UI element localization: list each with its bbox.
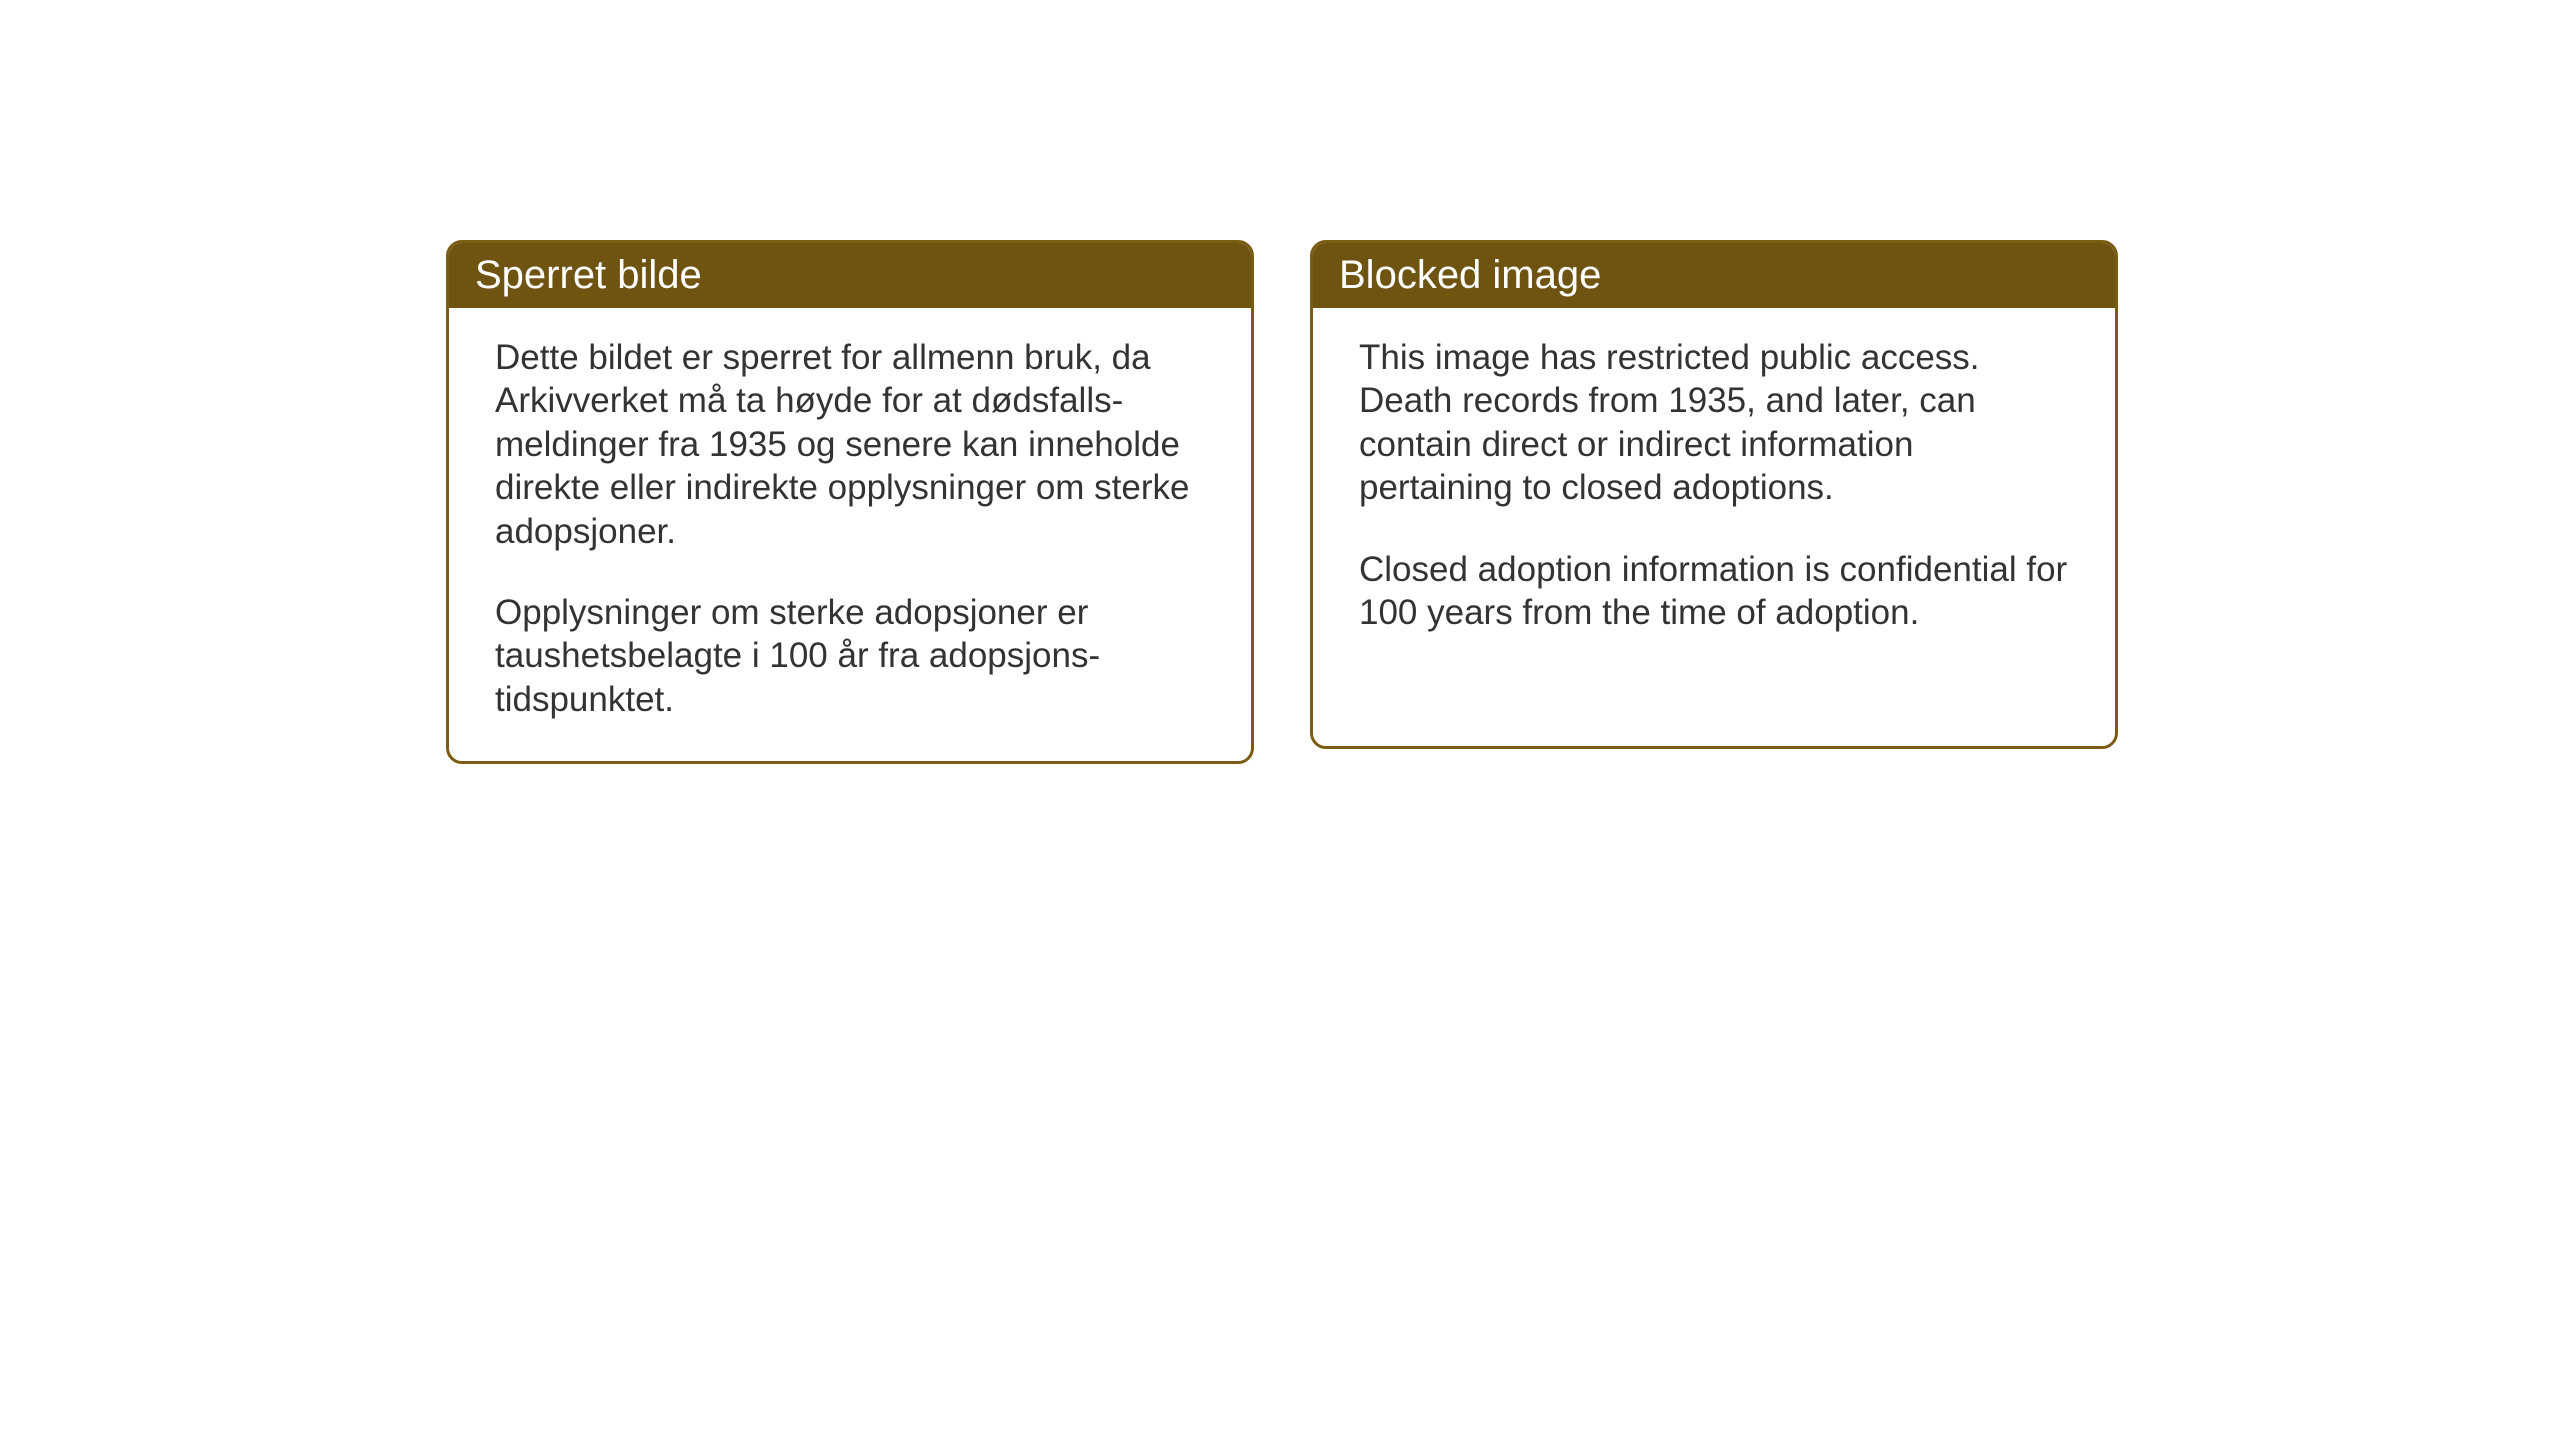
card-paragraph: Closed adoption information is confident… [1359,548,2069,635]
notice-container: Sperret bilde Dette bildet er sperret fo… [446,240,2118,764]
card-paragraph: This image has restricted public access.… [1359,336,2069,510]
card-body-norwegian: Dette bildet er sperret for allmenn bruk… [449,308,1251,761]
card-paragraph: Dette bildet er sperret for allmenn bruk… [495,336,1205,553]
notice-card-english: Blocked image This image has restricted … [1310,240,2118,749]
notice-card-norwegian: Sperret bilde Dette bildet er sperret fo… [446,240,1254,764]
card-header-english: Blocked image [1313,243,2115,308]
card-paragraph: Opplysninger om sterke adopsjoner er tau… [495,591,1205,721]
card-header-norwegian: Sperret bilde [449,243,1251,308]
card-body-english: This image has restricted public access.… [1313,308,2115,674]
